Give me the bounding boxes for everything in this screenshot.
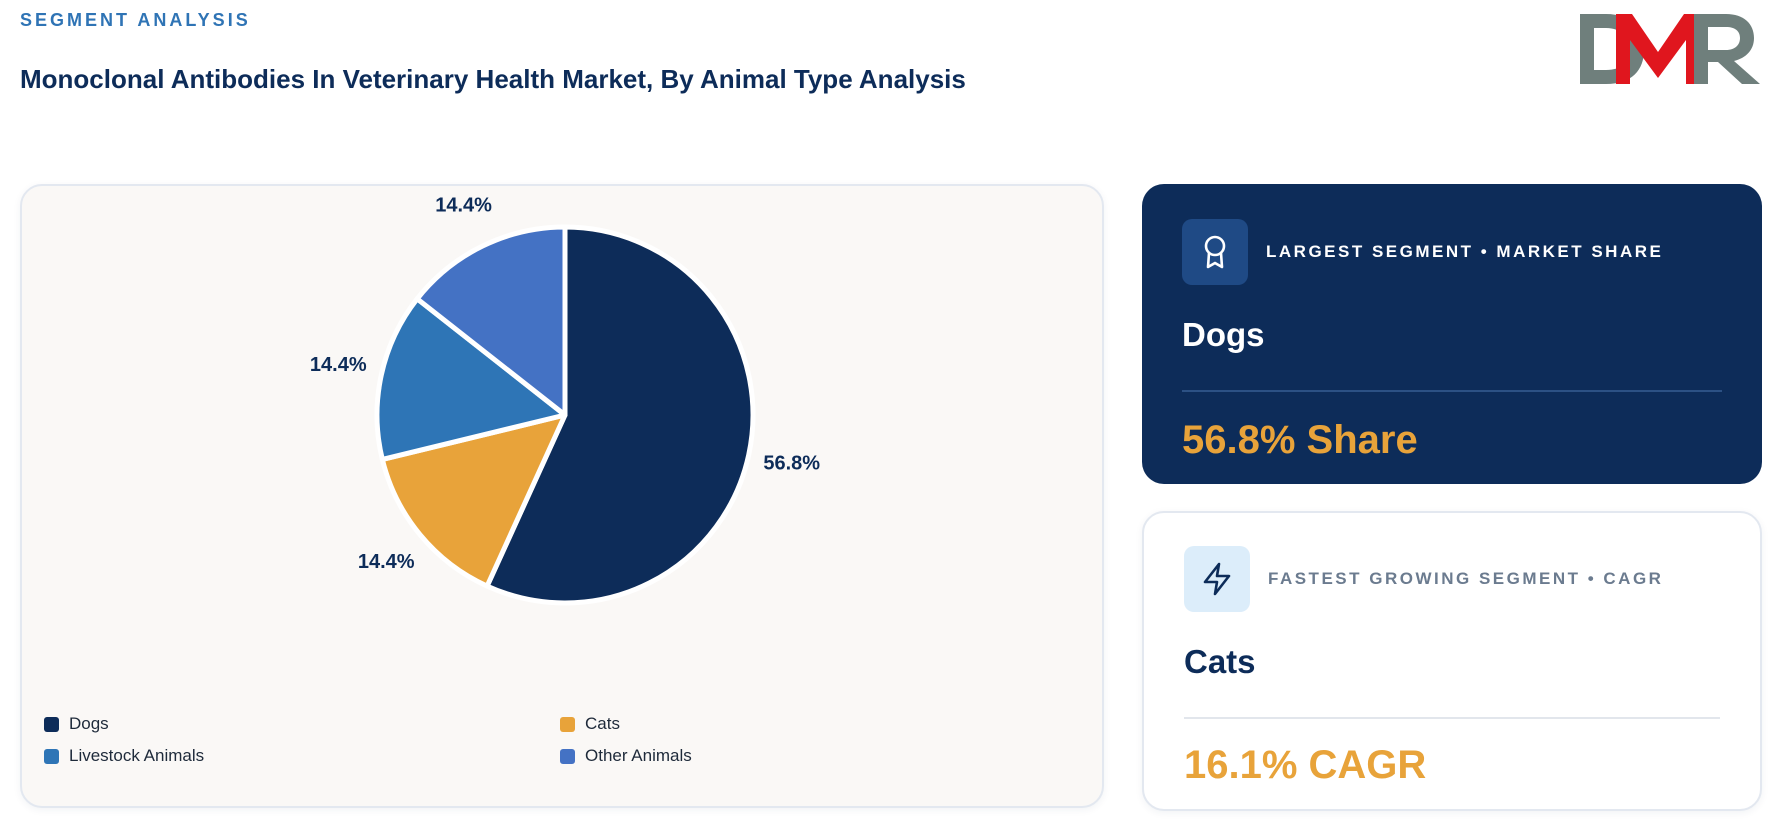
legend-label: Other Animals [585,746,692,765]
fastest-segment-value: 16.1% CAGR [1184,743,1427,787]
award-ribbon-icon [1204,235,1226,269]
legend-label: Livestock Animals [69,746,205,765]
legend-item-cats: Cats [560,714,620,734]
largest-divider [1182,390,1722,392]
largest-segment-label: LARGEST SEGMENT • MARKET SHARE [1266,242,1664,261]
pie-chart: 56.8% 14.4% 14.4% 14.4% [310,195,820,606]
fastest-icon-box [1184,546,1250,612]
largest-segment-value: 56.8% Share [1182,418,1418,462]
legend-label: Dogs [69,714,109,733]
pie-slice-livestock-animals [374,296,568,462]
pie-label-dogs: 56.8% [763,452,820,474]
legend-item-other-animals: Other Animals [560,746,692,766]
lightning-bolt-icon [1203,562,1231,596]
pie-slice-other-animals [414,224,568,418]
legend-swatch [560,716,575,732]
page-title: Monoclonal Antibodies In Veterinary Heal… [20,64,966,94]
chart-card: 56.8% 14.4% 14.4% 14.4% Dogs Cats Livestock A… [20,184,1104,808]
fastest-segment-name: Cats [1184,643,1256,680]
pie-label-livestock-animals: 14.4% [310,354,367,376]
pie-slice-dogs [484,224,756,606]
fastest-segment-label: FASTEST GROWING SEGMENT • CAGR [1268,569,1664,588]
eyebrow-label: SEGMENT ANALYSIS [20,10,251,30]
pie-label-cats: 14.4% [358,551,415,573]
legend-swatch [44,716,59,732]
dmr-logo [1580,14,1760,84]
pie-slice-cats [379,412,568,589]
legend-item-dogs: Dogs [44,714,109,734]
logo-letter-m [1616,14,1700,84]
legend-item-livestock-animals: Livestock Animals [44,746,204,766]
largest-icon-box [1182,219,1248,285]
largest-segment-name: Dogs [1182,316,1265,353]
fastest-segment-card: FASTEST GROWING SEGMENT • CAGR Cats 16.1… [1142,511,1762,811]
legend-swatch [560,748,575,764]
logo-letter-r [1694,14,1760,84]
legend-swatch [44,748,59,764]
legend-label: Cats [585,714,620,733]
pie-label-other-animals: 14.4% [435,195,492,217]
fastest-divider [1184,717,1720,719]
largest-segment-card: LARGEST SEGMENT • MARKET SHARE Dogs 56.8… [1142,184,1762,484]
